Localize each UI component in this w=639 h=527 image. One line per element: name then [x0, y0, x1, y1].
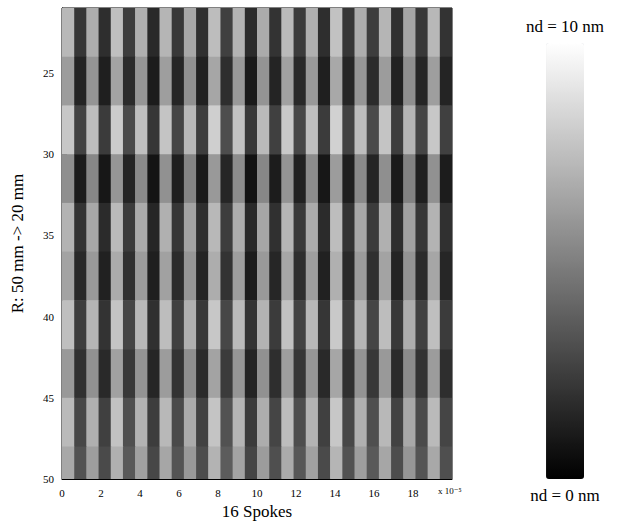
svg-text:6: 6	[176, 487, 182, 499]
svg-text:0: 0	[59, 487, 65, 499]
svg-text:18: 18	[408, 487, 420, 499]
svg-text:R: 50 mm -> 20 mm: R: 50 mm -> 20 mm	[8, 174, 27, 313]
svg-text:30: 30	[43, 148, 55, 160]
svg-text:50: 50	[43, 473, 55, 485]
svg-text:x 10⁻⁵: x 10⁻⁵	[438, 486, 462, 496]
svg-text:10: 10	[252, 487, 264, 499]
svg-text:40: 40	[43, 311, 55, 323]
svg-text:nd = 10 nm: nd = 10 nm	[526, 17, 604, 36]
svg-text:16 Spokes: 16 Spokes	[222, 502, 292, 521]
svg-text:45: 45	[43, 392, 55, 404]
svg-text:16: 16	[369, 487, 381, 499]
svg-text:25: 25	[43, 67, 55, 79]
svg-text:35: 35	[43, 229, 55, 241]
svg-text:14: 14	[330, 487, 342, 499]
svg-text:8: 8	[215, 487, 221, 499]
svg-text:4: 4	[137, 487, 143, 499]
svg-text:2: 2	[98, 487, 104, 499]
svg-text:nd = 0 nm: nd = 0 nm	[530, 486, 600, 505]
svg-text:12: 12	[291, 487, 302, 499]
